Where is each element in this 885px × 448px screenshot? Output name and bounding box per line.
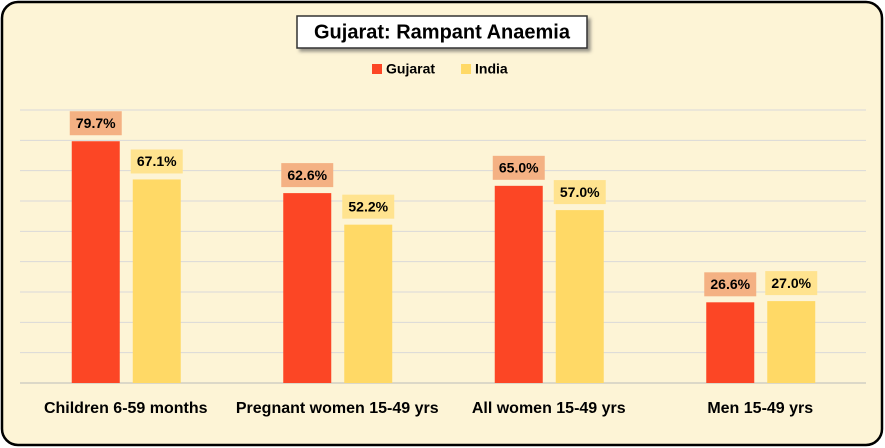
chart-title: Gujarat: Rampant Anaemia <box>314 21 571 43</box>
value-label: 26.6% <box>710 276 750 292</box>
value-label: 52.2% <box>348 198 388 214</box>
legend-swatch <box>461 64 472 74</box>
bar <box>71 141 120 383</box>
value-label-box <box>492 155 545 180</box>
value-label-box <box>704 272 757 297</box>
value-label-box <box>553 180 606 205</box>
value-label-box <box>69 111 122 136</box>
x-tick-label: Men 15-49 yrs <box>707 400 813 417</box>
value-label: 27.0% <box>771 275 811 291</box>
value-label-box <box>130 149 183 174</box>
value-label: 67.1% <box>137 153 177 169</box>
bar <box>706 302 755 383</box>
value-label-box <box>765 271 818 296</box>
bar <box>344 224 393 383</box>
value-label: 62.6% <box>287 167 327 183</box>
legend-swatch <box>372 64 382 74</box>
bar <box>767 301 816 383</box>
title-box <box>296 15 588 49</box>
value-label: 65.0% <box>499 160 539 176</box>
bar <box>132 179 181 383</box>
value-label-box <box>342 194 395 219</box>
x-tick-label: All women 15-49 yrs <box>472 400 626 417</box>
legend-label: Gujarat <box>386 61 435 77</box>
x-tick-label: Pregnant women 15-49 yrs <box>236 400 439 417</box>
legend-label: India <box>475 61 508 77</box>
value-label: 57.0% <box>560 184 600 200</box>
x-tick-label: Children 6-59 months <box>44 400 208 417</box>
bar <box>555 210 604 383</box>
bar <box>283 193 332 383</box>
value-label-box <box>281 163 334 188</box>
bar <box>494 185 543 383</box>
value-label: 79.7% <box>76 115 116 131</box>
